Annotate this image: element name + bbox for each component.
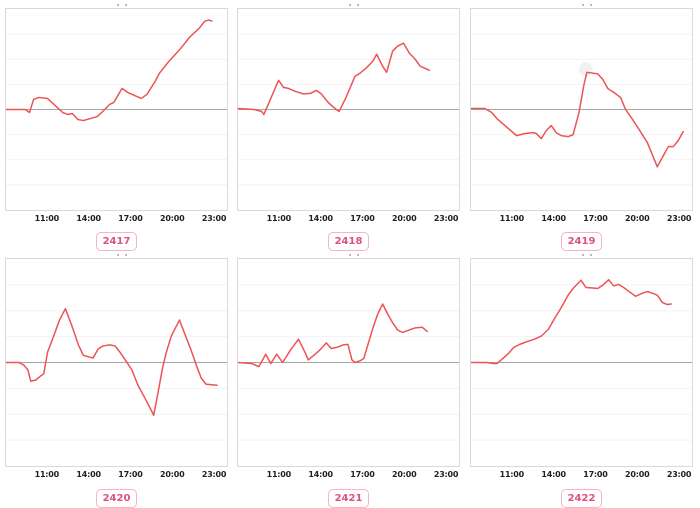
x-axis-tick-label: 11:00 xyxy=(266,470,292,479)
chart-cell-2418: 11:00 14:00 17:00 20:00 23:00 2418 xyxy=(237,0,460,251)
series-line xyxy=(238,43,429,114)
x-axis-tick-labels: 11:00 14:00 17:00 20:00 23:00 xyxy=(470,211,693,226)
x-axis-tick-labels: 11:00 14:00 17:00 20:00 23:00 xyxy=(5,211,228,226)
chart-plot xyxy=(237,258,460,467)
chart-id-badge-2418[interactable]: 2418 xyxy=(327,232,370,251)
badge-row: 2418 xyxy=(237,229,460,251)
x-axis-tick-label: 17:00 xyxy=(350,470,375,479)
x-axis-tick-label: 17:00 xyxy=(118,470,143,479)
chart-cell-2422: 11:00 14:00 17:00 20:00 23:00 2422 xyxy=(470,250,693,508)
chart-id-badge-2417[interactable]: 2417 xyxy=(95,232,138,251)
line-chart-svg xyxy=(471,9,692,210)
x-axis-tick-label: 14:00 xyxy=(541,470,566,479)
x-axis-tick-label: 20:00 xyxy=(160,470,185,479)
x-axis-tick-labels: 11:00 14:00 17:00 20:00 23:00 xyxy=(5,467,228,482)
x-axis-tick-label: 11:00 xyxy=(499,470,525,479)
line-chart-svg xyxy=(238,9,459,210)
series-line xyxy=(6,20,212,121)
x-axis-tick-label: 23:00 xyxy=(433,214,459,223)
chart-plot xyxy=(470,258,693,467)
clipped-title-fragment xyxy=(5,250,228,258)
x-axis-tick-label: 17:00 xyxy=(583,470,608,479)
x-axis-tick-label: 14:00 xyxy=(76,470,101,479)
clipped-title-fragment xyxy=(237,250,460,258)
x-axis-tick-label: 11:00 xyxy=(266,214,292,223)
x-axis-tick-label: 17:00 xyxy=(350,214,375,223)
x-axis-tick-label: 17:00 xyxy=(583,214,608,223)
x-axis-tick-label: 23:00 xyxy=(201,214,227,223)
clipped-title-fragment xyxy=(470,0,693,8)
series-line xyxy=(471,72,683,166)
chart-cell-2421: 11:00 14:00 17:00 20:00 23:00 2421 xyxy=(237,250,460,508)
x-axis-tick-label: 14:00 xyxy=(308,470,333,479)
x-axis-tick-labels: 11:00 14:00 17:00 20:00 23:00 xyxy=(237,467,460,482)
x-axis-tick-label: 11:00 xyxy=(34,214,60,223)
x-axis-tick-label: 20:00 xyxy=(625,470,650,479)
x-axis-tick-label: 23:00 xyxy=(433,470,459,479)
badge-row: 2420 xyxy=(5,486,228,508)
chart-id-badge-2422[interactable]: 2422 xyxy=(560,489,603,508)
clipped-title-fragment xyxy=(5,0,228,8)
x-axis-tick-labels: 11:00 14:00 17:00 20:00 23:00 xyxy=(470,467,693,482)
x-axis-tick-labels: 11:00 14:00 17:00 20:00 23:00 xyxy=(237,211,460,226)
x-axis-tick-label: 23:00 xyxy=(666,214,692,223)
line-chart-svg xyxy=(471,259,692,466)
x-axis-tick-label: 14:00 xyxy=(541,214,566,223)
clipped-title-fragment xyxy=(237,0,460,8)
chart-plot xyxy=(470,8,693,211)
chart-cell-2420: 11:00 14:00 17:00 20:00 23:00 2420 xyxy=(5,250,228,508)
badge-row: 2422 xyxy=(470,486,693,508)
series-line xyxy=(471,280,671,364)
line-chart-svg xyxy=(6,9,227,210)
chart-cell-2419: 11:00 14:00 17:00 20:00 23:00 2419 xyxy=(470,0,693,251)
x-axis-tick-label: 11:00 xyxy=(34,470,60,479)
line-chart-svg xyxy=(6,259,227,466)
chart-id-badge-2420[interactable]: 2420 xyxy=(95,489,138,508)
x-axis-tick-label: 17:00 xyxy=(118,214,143,223)
x-axis-tick-label: 20:00 xyxy=(392,470,417,479)
series-line xyxy=(238,304,427,367)
line-chart-svg xyxy=(238,259,459,466)
chart-plot xyxy=(5,8,228,211)
chart-id-badge-2421[interactable]: 2421 xyxy=(327,489,370,508)
x-axis-tick-label: 23:00 xyxy=(201,470,227,479)
chart-plot xyxy=(237,8,460,211)
x-axis-tick-label: 20:00 xyxy=(625,214,650,223)
x-axis-tick-label: 20:00 xyxy=(160,214,185,223)
chart-plot xyxy=(5,258,228,467)
x-axis-tick-label: 14:00 xyxy=(308,214,333,223)
series-line xyxy=(6,309,217,416)
badge-row: 2417 xyxy=(5,229,228,251)
x-axis-tick-label: 23:00 xyxy=(666,470,692,479)
chart-id-badge-2419[interactable]: 2419 xyxy=(560,232,603,251)
chart-cell-2417: 11:00 14:00 17:00 20:00 23:00 2417 xyxy=(5,0,228,251)
clipped-title-fragment xyxy=(470,250,693,258)
x-axis-tick-label: 14:00 xyxy=(76,214,101,223)
x-axis-tick-label: 20:00 xyxy=(392,214,417,223)
x-axis-tick-label: 11:00 xyxy=(499,214,525,223)
badge-row: 2421 xyxy=(237,486,460,508)
badge-row: 2419 xyxy=(470,229,693,251)
